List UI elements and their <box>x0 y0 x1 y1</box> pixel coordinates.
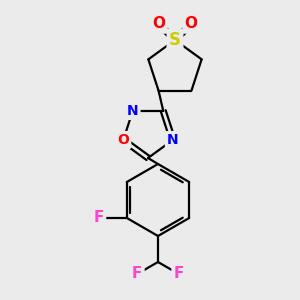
Text: N: N <box>167 133 178 147</box>
Text: F: F <box>174 266 184 281</box>
Text: O: O <box>184 16 197 32</box>
Text: F: F <box>132 266 142 281</box>
Text: O: O <box>152 16 166 32</box>
Text: S: S <box>169 31 181 49</box>
Text: O: O <box>117 133 129 147</box>
Text: N: N <box>127 104 139 118</box>
Text: F: F <box>94 211 104 226</box>
